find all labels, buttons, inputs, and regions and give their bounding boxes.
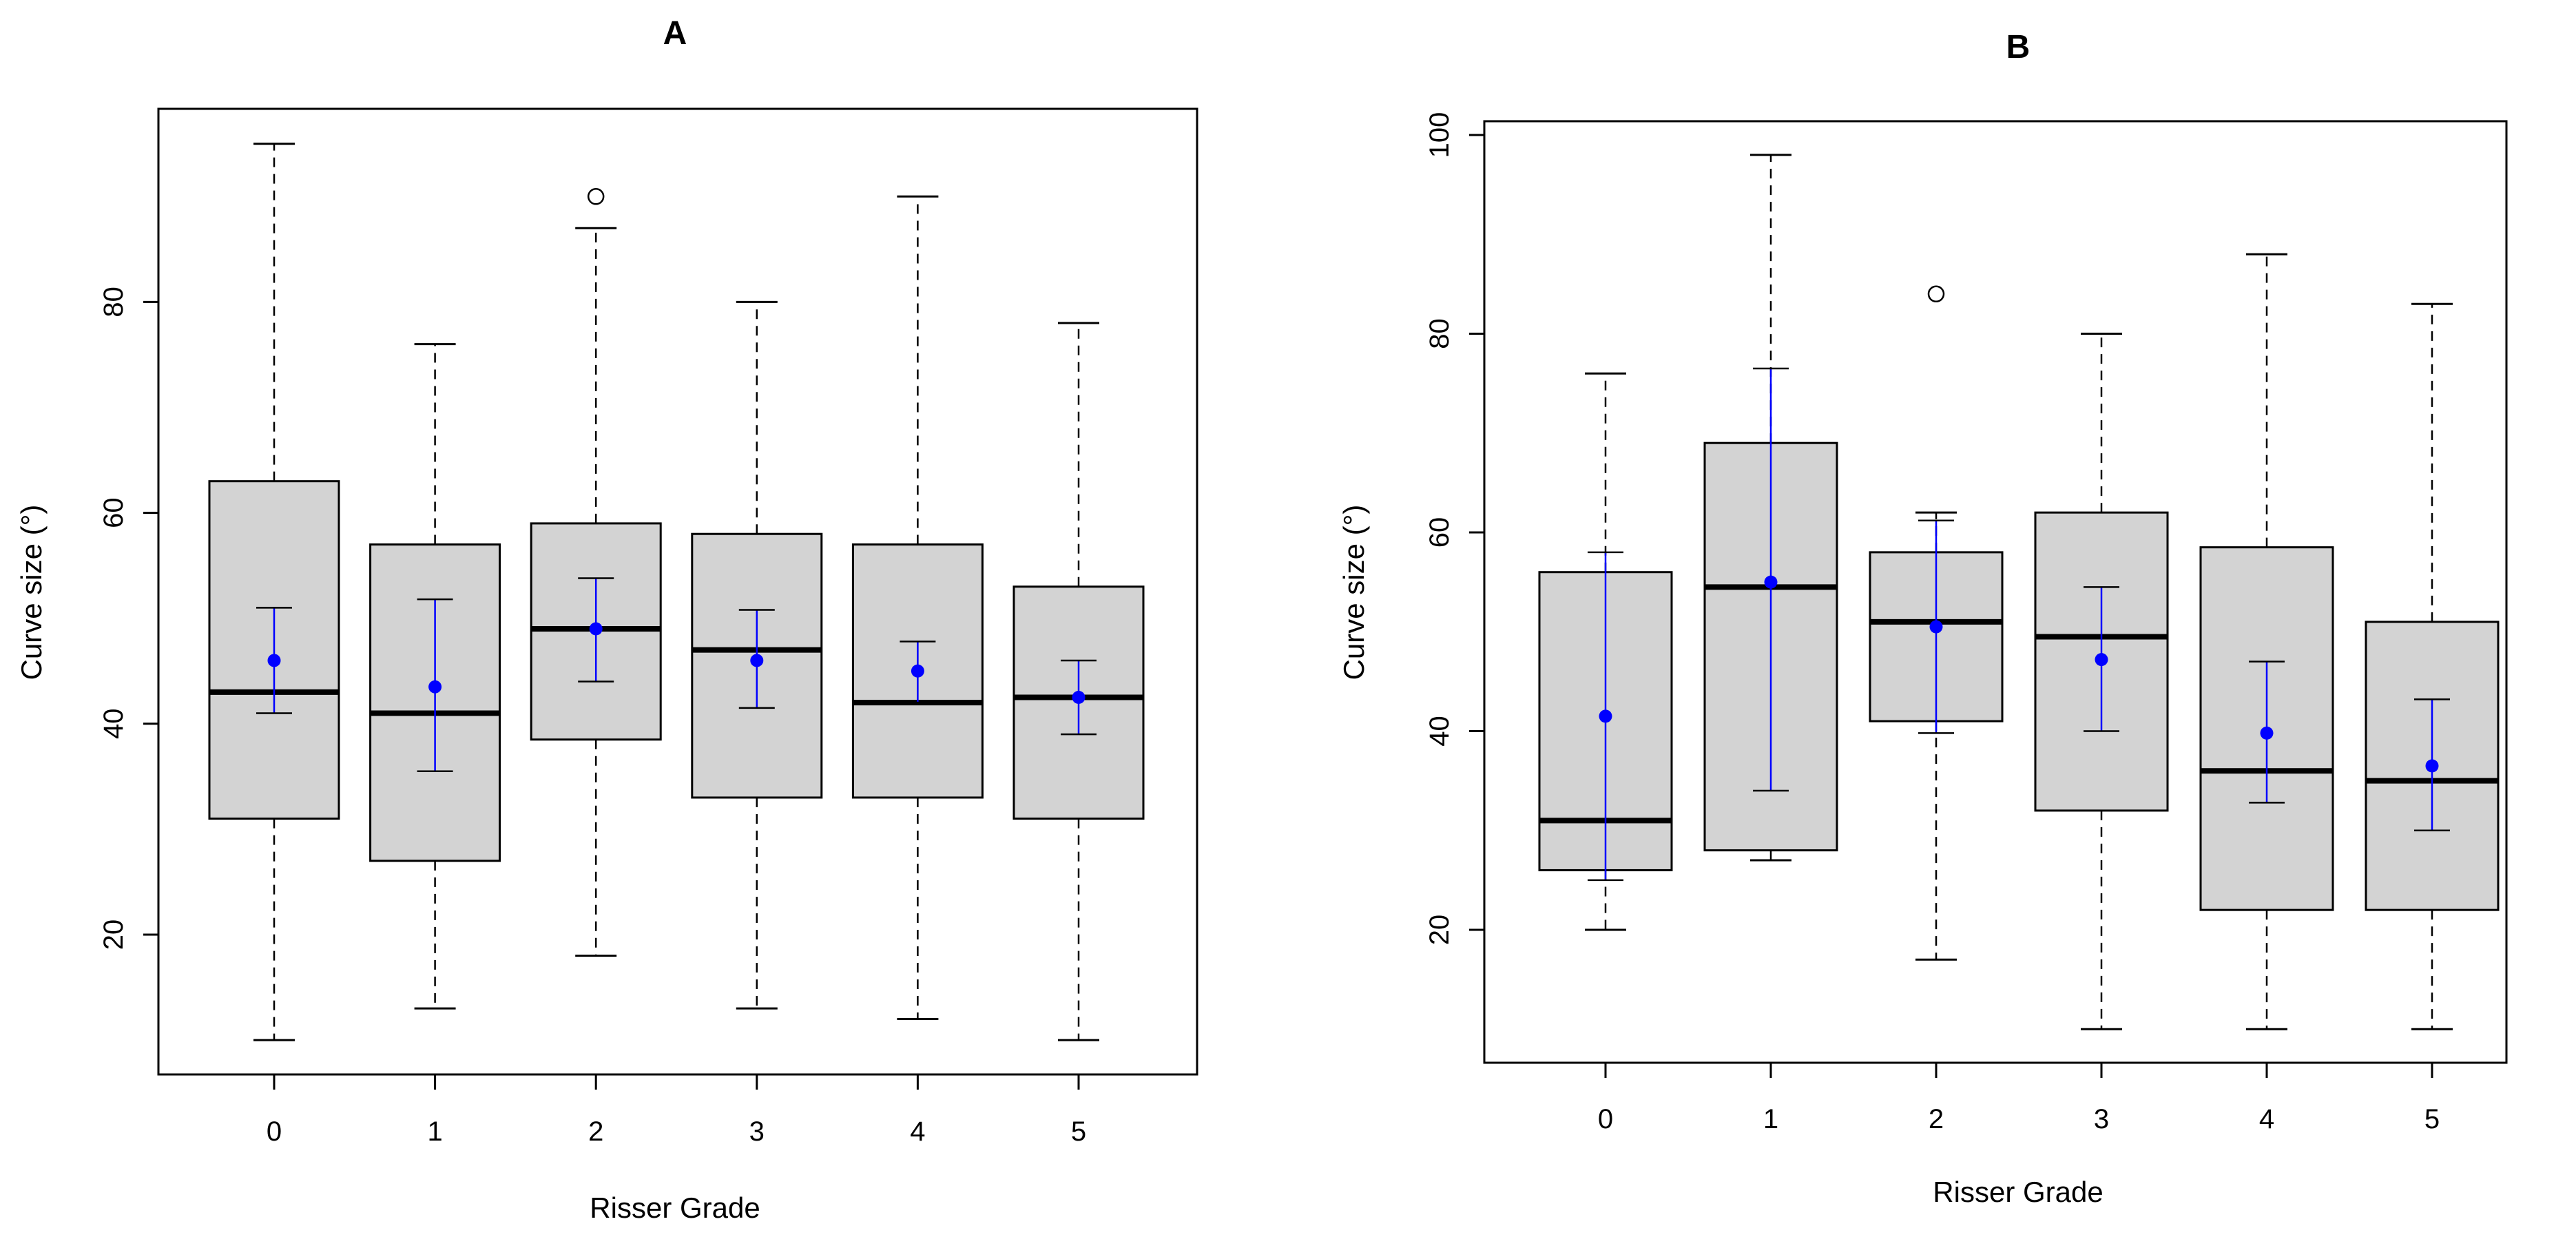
- panel-b-box-group-2: [1869, 285, 2004, 961]
- panel-b-y-tick-label: 20: [1424, 915, 1455, 946]
- panel-a-x-tick-label: 5: [1071, 1116, 1086, 1147]
- panel-a-box-group-5: [1012, 322, 1145, 1041]
- panel-b-x-tick-label: 2: [1929, 1104, 1944, 1134]
- panel-b-mean-point: [2260, 726, 2274, 740]
- panel-b-mean-point: [1599, 709, 1612, 723]
- panel-a-y-tick-label: 20: [98, 919, 129, 950]
- panel-a-y-tick-label: 40: [98, 709, 129, 740]
- panel-b-box-group-4: [2199, 253, 2334, 1030]
- panel-a-mean-point: [589, 622, 603, 636]
- panel-b-outlier-point: [1927, 285, 1945, 303]
- panel-b-y-tick-label: 60: [1424, 517, 1455, 548]
- panel-b-x-tick-label: 1: [1763, 1104, 1778, 1134]
- panel-b-x-tick-label: 4: [2259, 1104, 2274, 1134]
- panel-a-x-tick-label: 2: [588, 1116, 603, 1147]
- panel-a-mean-point: [750, 654, 764, 667]
- panel-a-box-group-2: [530, 188, 662, 957]
- panel-a-y-axis-label: Curve size (°): [15, 505, 48, 680]
- panel-b-plot-frame: [1483, 120, 2508, 1064]
- panel-b-y-tick-label: 100: [1424, 112, 1455, 158]
- panel-a: A Risser Grade Curve size (°) 20 40 60 80 0 1…: [15, 15, 1198, 1224]
- panel-b-x-axis-label: Risser Grade: [1933, 1176, 2103, 1208]
- panel-a-marks: 20 40 60 80 0 1 2 3 4 5: [98, 143, 1145, 1147]
- panel-a-x-tick-label: 4: [910, 1116, 925, 1147]
- panel-b-marks: 20 40 60 80 100 0 1 2 3 4 5: [1424, 112, 2500, 1134]
- panel-a-outlier-point: [587, 188, 605, 205]
- panel-a-box-group-4: [851, 195, 984, 1020]
- panel-a-title: A: [663, 15, 687, 52]
- panel-a-y-tick-label: 60: [98, 497, 129, 528]
- panel-b-x-tick-label: 3: [2094, 1104, 2109, 1134]
- panel-b-box-group-1: [1703, 154, 1838, 862]
- panel-b: B Risser Grade Curve size (°) 2040608010…: [1338, 29, 2508, 1208]
- panel-a-plot-frame: [157, 107, 1198, 1076]
- panel-b-y-axis-label: Curve size (°): [1338, 505, 1370, 680]
- panel-b-mean-point: [2095, 653, 2108, 667]
- panel-b-box-group-0: [1538, 372, 1673, 931]
- panel-a-x-tick-label: 3: [749, 1116, 765, 1147]
- panel-a-x-axis-label: Risser Grade: [590, 1192, 760, 1224]
- panel-b-x-tick-label: 5: [2424, 1104, 2440, 1134]
- panel-a-box-group-0: [208, 143, 340, 1041]
- panel-b-mean-point: [1764, 575, 1778, 589]
- panel-b-y-tick-label: 40: [1424, 716, 1455, 747]
- panel-a-y-tick-label: 80: [98, 287, 129, 318]
- panel-a-mean-point: [428, 680, 442, 694]
- panel-b-box-group-5: [2365, 302, 2500, 1030]
- panel-a-x-tick-label: 0: [267, 1116, 282, 1147]
- panel-b-box-group-3: [2034, 333, 2169, 1030]
- panel-b-x-tick-label: 0: [1598, 1104, 1613, 1134]
- panel-a-box-group-3: [691, 300, 823, 1010]
- panel-a-x-tick-label: 1: [427, 1116, 442, 1147]
- panel-a-mean-point: [1072, 691, 1086, 705]
- panel-b-title: B: [2006, 29, 2030, 65]
- panel-b-mean-point: [2425, 759, 2439, 773]
- panel-b-box: [2199, 546, 2334, 911]
- panel-a-mean-point: [911, 664, 924, 678]
- panel-a-mean-point: [267, 654, 281, 667]
- panel-a-box-group-1: [369, 343, 501, 1010]
- panel-b-mean-point: [1929, 620, 1943, 634]
- panel-b-y-tick-label: 80: [1424, 318, 1455, 349]
